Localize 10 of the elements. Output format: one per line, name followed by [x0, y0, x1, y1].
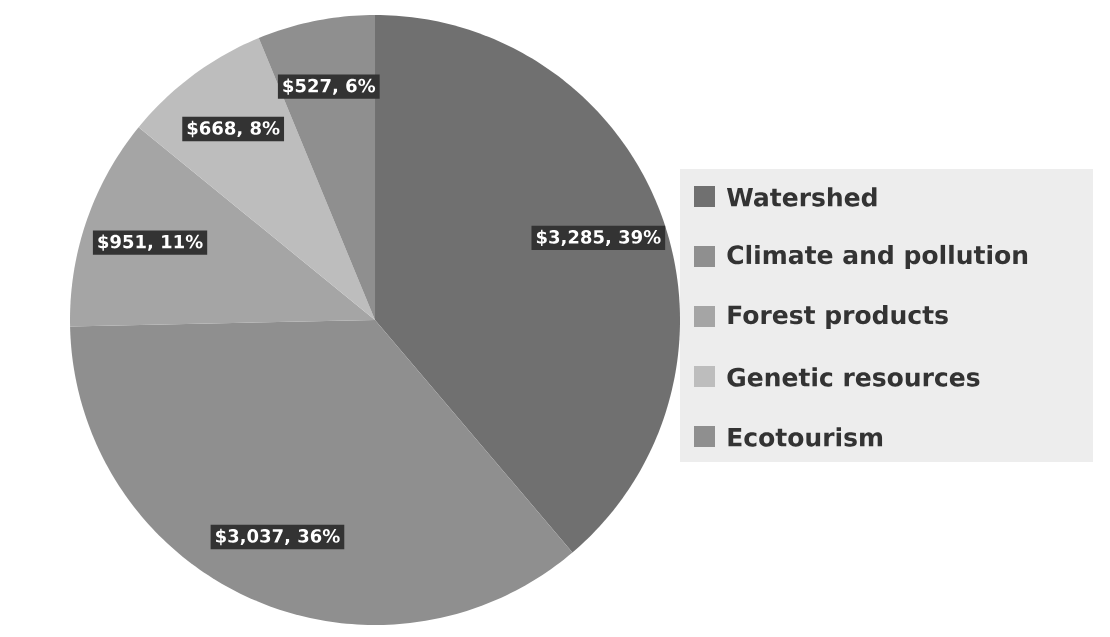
legend-label: Watershed — [726, 187, 877, 207]
data-label: $668, 8% — [187, 120, 280, 138]
legend-label: Genetic resources — [727, 367, 980, 387]
legend-label: Ecotourism — [728, 427, 883, 447]
legend-label: Climate and pollution — [727, 244, 1028, 270]
data-label: $3,285, 39% — [536, 229, 661, 247]
data-label: $527, 6% — [283, 78, 376, 95]
legend-label: Forest products — [728, 304, 948, 330]
data-label: $951, 11% — [98, 234, 203, 251]
data-label: $3,037, 36% — [216, 528, 340, 546]
